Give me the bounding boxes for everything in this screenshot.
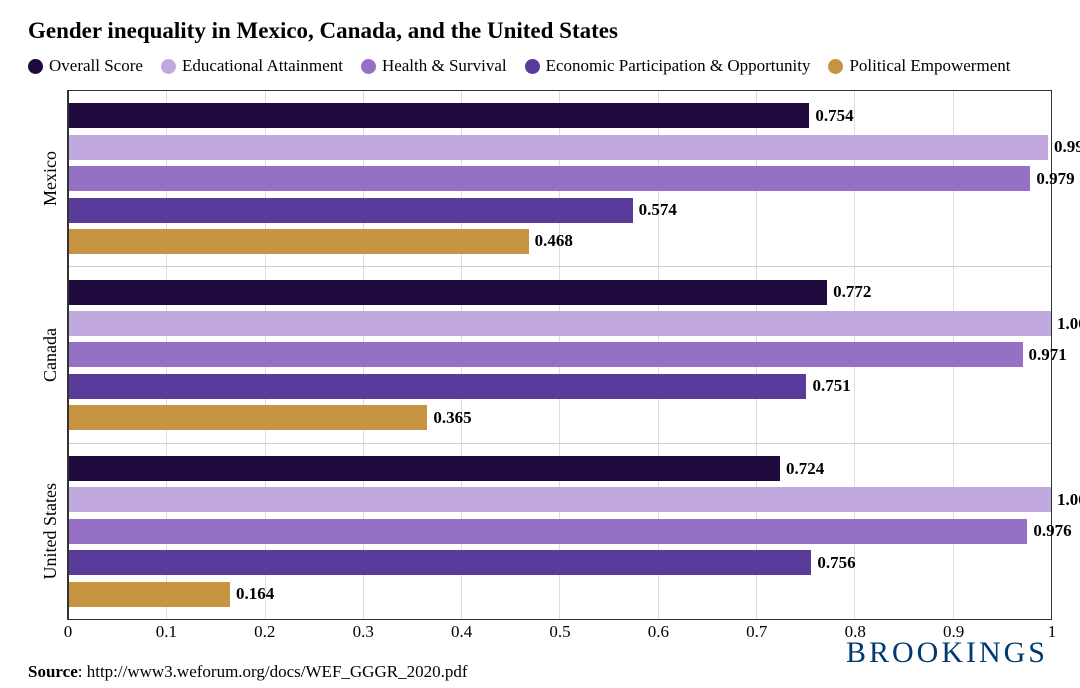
bar-value-label: 0.997 (1054, 137, 1080, 157)
y-group: Mexico (28, 90, 68, 267)
bar-value-label: 0.971 (1029, 345, 1067, 365)
bar-groups: 0.754 0.997 0.979 0.574 0.468 0.772 1.000 0.971… (69, 91, 1051, 619)
bar-group: 0.772 1.000 0.971 0.751 0.365 (69, 267, 1051, 443)
bar-value-label: 1.000 (1057, 314, 1080, 334)
bar: 1.000 (69, 311, 1051, 336)
source-prefix: Source (28, 662, 78, 681)
bar: 0.724 (69, 456, 780, 481)
source-url: http://www3.weforum.org/docs/WEF_GGGR_20… (87, 662, 468, 681)
bar: 0.997 (69, 135, 1048, 160)
legend-label: Political Empowerment (849, 56, 1010, 76)
bar: 0.754 (69, 103, 809, 128)
bar-row: 0.997 (69, 135, 1051, 160)
plot-region: 0.754 0.997 0.979 0.574 0.468 0.772 1.000 0.971… (68, 90, 1052, 620)
bar-row: 0.754 (69, 103, 1051, 128)
bar: 0.365 (69, 405, 427, 430)
bar: 0.574 (69, 198, 633, 223)
y-axis-label: Mexico (40, 151, 61, 206)
bar-value-label: 0.772 (833, 282, 871, 302)
bar-value-label: 1.000 (1057, 490, 1080, 510)
legend-item: Overall Score (28, 56, 143, 76)
chart-title: Gender inequality in Mexico, Canada, and… (28, 18, 1052, 44)
x-tick: 0.7 (746, 622, 767, 642)
bar-value-label: 0.979 (1036, 169, 1074, 189)
bar-value-label: 0.164 (236, 584, 274, 604)
bar-value-label: 0.751 (812, 376, 850, 396)
bar: 0.772 (69, 280, 827, 305)
bar-row: 0.756 (69, 550, 1051, 575)
bar-row: 0.365 (69, 405, 1051, 430)
y-axis-label: United States (40, 483, 61, 580)
bar-row: 0.164 (69, 582, 1051, 607)
legend-label: Overall Score (49, 56, 143, 76)
y-group: Canada (28, 267, 68, 444)
x-tick: 0.2 (254, 622, 275, 642)
legend-swatch (525, 59, 540, 74)
x-tick: 0.6 (648, 622, 669, 642)
bar-value-label: 0.724 (786, 459, 824, 479)
legend: Overall Score Educational Attainment Healt… (28, 56, 1052, 76)
bar: 0.979 (69, 166, 1030, 191)
bar-value-label: 0.574 (639, 200, 677, 220)
legend-item: Economic Participation & Opportunity (525, 56, 811, 76)
legend-item: Educational Attainment (161, 56, 343, 76)
bar-row: 1.000 (69, 311, 1051, 336)
x-tick: 0.4 (451, 622, 472, 642)
bar-row: 0.979 (69, 166, 1051, 191)
bar: 0.751 (69, 374, 806, 399)
bar-value-label: 0.468 (535, 231, 573, 251)
legend-item: Health & Survival (361, 56, 507, 76)
legend-label: Health & Survival (382, 56, 507, 76)
bar-row: 0.751 (69, 374, 1051, 399)
x-tick: 0.5 (549, 622, 570, 642)
bar: 0.164 (69, 582, 230, 607)
bar-row: 0.971 (69, 342, 1051, 367)
bar: 0.468 (69, 229, 529, 254)
x-tick: 0.1 (156, 622, 177, 642)
bar-group: 0.724 1.000 0.976 0.756 0.164 (69, 444, 1051, 619)
legend-swatch (361, 59, 376, 74)
bar: 0.971 (69, 342, 1023, 367)
legend-item: Political Empowerment (828, 56, 1010, 76)
legend-swatch (28, 59, 43, 74)
bar: 0.756 (69, 550, 811, 575)
bar-value-label: 0.976 (1033, 521, 1071, 541)
x-tick: 1 (1048, 622, 1057, 642)
y-group: United States (28, 443, 68, 620)
y-axis-label: Canada (40, 328, 61, 382)
x-tick: 0 (64, 622, 73, 642)
legend-swatch (828, 59, 843, 74)
bar-row: 1.000 (69, 487, 1051, 512)
x-tick: 0.3 (353, 622, 374, 642)
legend-swatch (161, 59, 176, 74)
bar-row: 0.772 (69, 280, 1051, 305)
bar-value-label: 0.754 (815, 106, 853, 126)
legend-label: Educational Attainment (182, 56, 343, 76)
legend-label: Economic Participation & Opportunity (546, 56, 811, 76)
bar-row: 0.574 (69, 198, 1051, 223)
chart-area: Mexico Canada United States 0.754 0.997 0.97… (28, 90, 1052, 620)
bar: 1.000 (69, 487, 1051, 512)
brookings-logo: BROOKINGS (846, 636, 1048, 670)
bar-value-label: 0.365 (433, 408, 471, 428)
y-axis: Mexico Canada United States (28, 90, 68, 620)
bar: 0.976 (69, 519, 1027, 544)
bar-group: 0.754 0.997 0.979 0.574 0.468 (69, 91, 1051, 267)
bar-row: 0.724 (69, 456, 1051, 481)
bar-row: 0.468 (69, 229, 1051, 254)
bar-value-label: 0.756 (817, 553, 855, 573)
bar-row: 0.976 (69, 519, 1051, 544)
